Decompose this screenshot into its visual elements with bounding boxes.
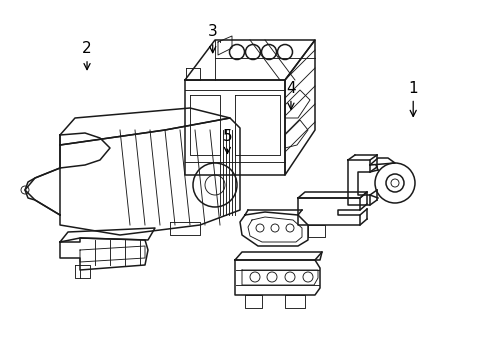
Text: 4: 4 — [285, 81, 295, 109]
Text: 1: 1 — [407, 81, 417, 116]
Text: 2: 2 — [82, 41, 92, 69]
Text: 5: 5 — [222, 129, 232, 153]
Text: 3: 3 — [207, 24, 217, 53]
